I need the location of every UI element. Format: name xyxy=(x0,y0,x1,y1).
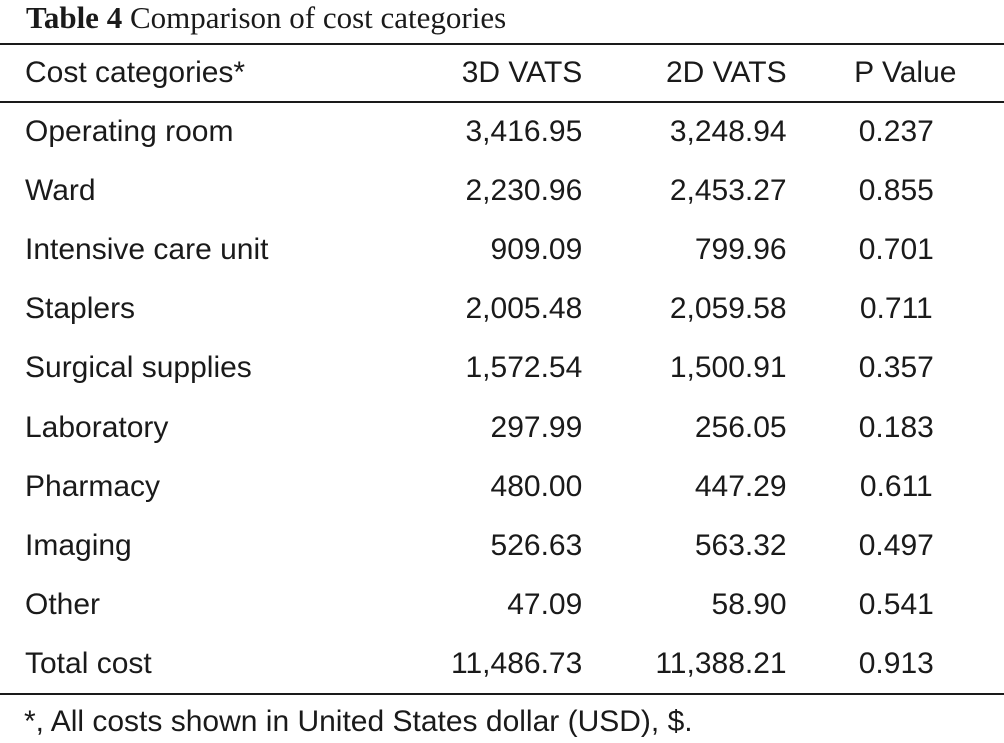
cell-3d-vats: 2,230.96 xyxy=(465,173,583,207)
cell-2d-vats: 447.29 xyxy=(694,469,787,503)
cell-2d-vats: 11,388.21 xyxy=(655,646,787,680)
table-row: Intensive care unit 909.09 799.96 0.701 xyxy=(0,220,1004,279)
header-3d-vats: 3D VATS xyxy=(461,56,583,89)
table-caption: Table 4 Comparison of cost categories xyxy=(26,0,506,38)
cell-2d-vats: 799.96 xyxy=(694,232,787,266)
cell-category: Operating room xyxy=(25,115,234,149)
cell-2d-vats: 2,059.58 xyxy=(669,292,787,326)
cell-3d-vats: 297.99 xyxy=(490,410,583,444)
cell-3d-vats: 909.09 xyxy=(490,232,583,266)
cell-category: Pharmacy xyxy=(25,469,161,503)
cell-category: Laboratory xyxy=(25,410,169,444)
header-row: Cost categories* 3D VATS 2D VATS P Value xyxy=(0,44,1004,102)
table-row: Ward 2,230.96 2,453.27 0.855 xyxy=(0,161,1004,220)
cell-p-value: 0.183 xyxy=(858,410,934,444)
cell-p-value: 0.541 xyxy=(858,588,934,622)
cell-2d-vats: 3,248.94 xyxy=(669,115,787,149)
cell-p-value: 0.711 xyxy=(859,292,933,326)
cell-3d-vats: 2,005.48 xyxy=(465,292,583,326)
table-number: Table 4 xyxy=(26,0,123,35)
cell-3d-vats: 11,486.73 xyxy=(451,646,583,680)
table-row: Imaging 526.63 563.32 0.497 xyxy=(0,516,1004,575)
table-row: Laboratory 297.99 256.05 0.183 xyxy=(0,398,1004,457)
cell-p-value: 0.855 xyxy=(858,173,934,207)
cell-3d-vats: 47.09 xyxy=(507,588,583,622)
cell-p-value: 0.357 xyxy=(858,351,934,385)
cell-3d-vats: 480.00 xyxy=(490,469,583,503)
table-body: Operating room 3,416.95 3,248.94 0.237 Ward 2… xyxy=(0,102,1004,694)
cell-3d-vats: 3,416.95 xyxy=(465,115,583,149)
table-title: Comparison of cost categories xyxy=(129,0,507,35)
cell-p-value: 0.237 xyxy=(858,115,934,149)
cell-3d-vats: 1,572.54 xyxy=(465,351,583,385)
cell-2d-vats: 2,453.27 xyxy=(669,173,787,207)
table-row: Operating room 3,416.95 3,248.94 0.237 xyxy=(0,102,1004,161)
table-row: Staplers 2,005.48 2,059.58 0.711 xyxy=(0,280,1004,339)
header-2d-vats: 2D VATS xyxy=(666,56,787,89)
cost-table: Cost categories* 3D VATS 2D VATS P Value… xyxy=(0,43,1004,695)
table-header: Cost categories* 3D VATS 2D VATS P Value xyxy=(0,44,1004,102)
cell-category: Staplers xyxy=(25,292,136,326)
cell-2d-vats: 1,500.91 xyxy=(669,351,787,385)
cell-p-value: 0.611 xyxy=(859,469,933,503)
header-cost-categories: Cost categories* xyxy=(25,56,246,89)
cell-2d-vats: 563.32 xyxy=(694,528,787,562)
header-p-value: P Value xyxy=(854,56,957,89)
cell-category: Surgical supplies xyxy=(25,351,252,385)
cell-p-value: 0.913 xyxy=(858,646,934,680)
cell-p-value: 0.497 xyxy=(858,528,934,562)
cell-category: Ward xyxy=(25,173,96,207)
cell-2d-vats: 256.05 xyxy=(694,410,787,444)
cell-category: Other xyxy=(25,588,101,622)
table-row: Other 47.09 58.90 0.541 xyxy=(0,576,1004,635)
table-row: Pharmacy 480.00 447.29 0.611 xyxy=(0,457,1004,516)
cell-category: Total cost xyxy=(25,646,152,680)
cell-p-value: 0.701 xyxy=(858,232,934,266)
cell-category: Imaging xyxy=(25,528,132,562)
table-row: Total cost 11,486.73 11,388.21 0.913 xyxy=(0,635,1004,694)
cell-3d-vats: 526.63 xyxy=(490,528,583,562)
cell-category: Intensive care unit xyxy=(25,232,269,266)
table-footnote: *, All costs shown in United States doll… xyxy=(24,705,693,738)
cell-2d-vats: 58.90 xyxy=(711,588,787,622)
table-row: Surgical supplies 1,572.54 1,500.91 0.357 xyxy=(0,339,1004,398)
